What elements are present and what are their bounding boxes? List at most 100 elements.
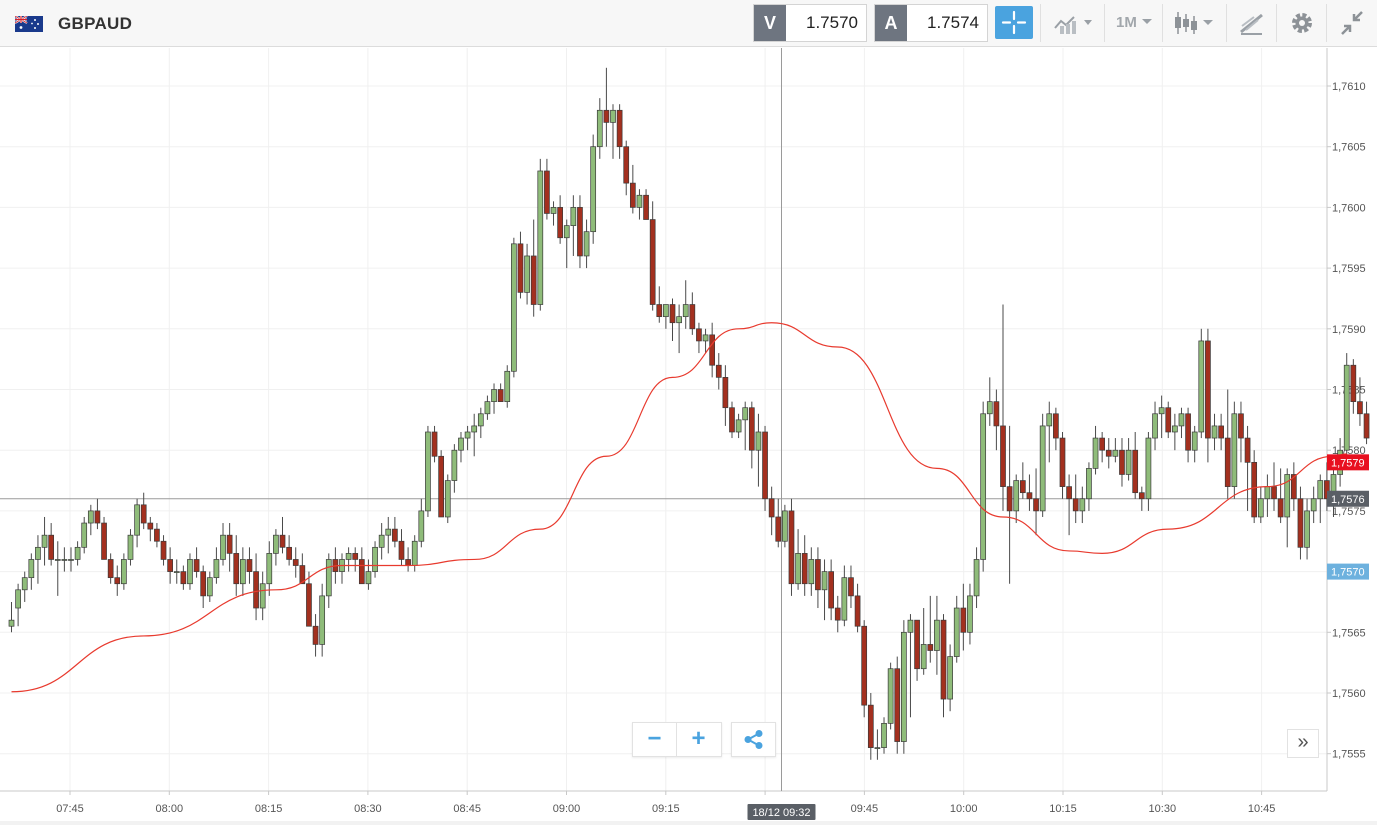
y-tick-label: 1,7610 <box>1332 81 1366 93</box>
candle-body <box>358 559 365 585</box>
candle-body <box>577 207 583 257</box>
candle-body <box>365 571 372 585</box>
candle-body <box>788 510 795 585</box>
candle-body <box>960 607 967 633</box>
y-tick-label: 1,7555 <box>1332 749 1366 761</box>
crosshair-icon <box>1001 10 1027 35</box>
candle-body <box>292 559 299 566</box>
candle-body <box>610 109 616 123</box>
candle-body <box>325 559 332 597</box>
candle-body <box>1350 364 1357 402</box>
indicators-button[interactable] <box>1048 4 1100 42</box>
candle-body <box>1138 492 1145 500</box>
candle-body <box>702 334 709 342</box>
candle-body <box>154 528 160 542</box>
candle-body <box>312 625 319 645</box>
candle-body <box>643 194 649 220</box>
price-chart[interactable]: 1,76101,76051,76001,75951,75901,75851,75… <box>0 48 1377 825</box>
candle-body <box>563 225 570 239</box>
candle-body <box>1172 425 1178 433</box>
candle-body <box>973 559 980 597</box>
candle-body <box>1290 474 1297 500</box>
candle-body <box>173 571 180 573</box>
bid-price-tag-bg <box>1327 563 1369 580</box>
x-tick-label: 10:15 <box>1049 803 1077 815</box>
zoom-out-button[interactable]: − <box>633 723 677 756</box>
candle-body <box>511 243 517 372</box>
candle-body <box>828 571 834 609</box>
candle-body <box>1066 486 1072 500</box>
drawing-tools-button[interactable] <box>1232 4 1272 42</box>
candle-body <box>603 109 610 123</box>
candle-body <box>147 522 154 530</box>
candle-body <box>200 571 207 597</box>
crosshair-button[interactable] <box>995 6 1033 39</box>
scroll-to-latest-button[interactable]: » <box>1287 729 1319 758</box>
candle-body <box>21 577 28 591</box>
candle-body <box>1231 413 1238 487</box>
candle-body <box>821 571 828 591</box>
share-button[interactable] <box>731 722 776 757</box>
candle-body <box>1185 413 1191 451</box>
candle-body <box>1198 340 1205 433</box>
x-tick-label: 07:45 <box>56 803 84 815</box>
candle-body <box>451 449 458 481</box>
chevron-down-icon <box>1142 19 1152 24</box>
candle-body <box>986 401 993 415</box>
candle-body <box>1277 498 1284 518</box>
candle-body <box>709 334 716 366</box>
sell-price-box[interactable]: V 1.7570 <box>753 4 867 42</box>
candle-body <box>894 668 901 742</box>
candle-body <box>431 431 438 457</box>
candle-body <box>729 407 735 433</box>
candle-body <box>841 577 848 621</box>
candle-body <box>676 316 682 324</box>
candle-body <box>914 619 920 670</box>
candle-body <box>795 553 801 585</box>
candle-body <box>927 644 934 651</box>
candle-body <box>279 534 286 548</box>
candle-body <box>1158 407 1165 415</box>
candle-body <box>715 364 722 378</box>
candle-body <box>947 656 953 700</box>
timeframe-label: 1M <box>1116 14 1137 31</box>
candle-body <box>1271 486 1277 500</box>
candle-body <box>101 522 107 560</box>
candle-body <box>319 595 326 645</box>
y-tick-label: 1,7590 <box>1332 324 1366 336</box>
candle-body <box>1251 461 1258 518</box>
collapse-button[interactable] <box>1332 4 1372 42</box>
candle-body <box>801 553 808 585</box>
candle-body <box>629 182 636 208</box>
candle-body <box>411 540 418 566</box>
candle-body <box>782 510 788 542</box>
buy-label: A <box>875 5 907 41</box>
candle-body <box>1033 498 1039 512</box>
buy-price-box[interactable]: A 1.7574 <box>874 4 988 42</box>
y-tick-label: 1,7560 <box>1332 688 1366 700</box>
candle-body <box>1357 401 1363 415</box>
candle-body <box>220 534 226 560</box>
candle-body <box>299 565 306 585</box>
chart-type-button[interactable] <box>1168 4 1224 42</box>
candle-body <box>1039 425 1046 512</box>
indicators-icon <box>1054 16 1092 34</box>
candle-body <box>398 540 405 560</box>
candle-body <box>768 498 775 518</box>
candle-body <box>696 328 702 342</box>
candle-body <box>444 480 451 518</box>
zoom-in-button[interactable]: + <box>691 725 706 752</box>
candle-body <box>748 407 755 451</box>
candle-body <box>848 577 854 597</box>
candle-body <box>834 607 841 621</box>
crosshair-price-tag: 1,7576 <box>1331 494 1365 506</box>
candle-body <box>854 595 861 627</box>
candle-body <box>1178 413 1185 427</box>
candle-body <box>900 631 907 742</box>
settings-button[interactable] <box>1282 4 1322 42</box>
timeframe-button[interactable]: 1M <box>1110 4 1158 42</box>
y-tick-label: 1,7575 <box>1332 506 1366 518</box>
candle-body <box>240 559 246 585</box>
candle-body <box>121 559 127 585</box>
gb-au-flag-icon <box>15 16 43 32</box>
